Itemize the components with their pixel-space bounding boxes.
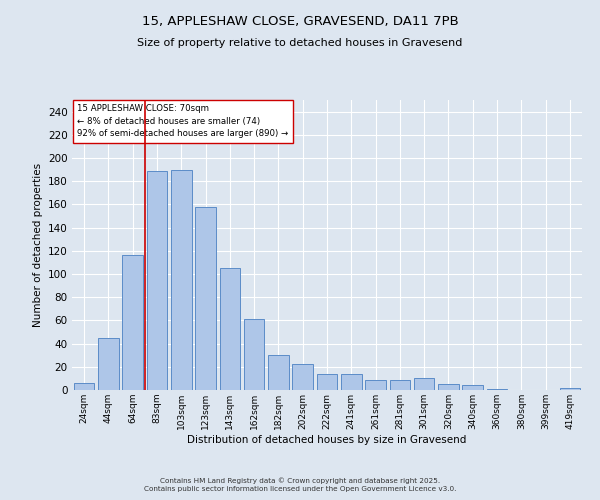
Bar — [74, 383, 94, 390]
Bar — [341, 374, 362, 390]
Bar — [560, 388, 580, 390]
Bar — [292, 364, 313, 390]
Bar — [414, 378, 434, 390]
Text: 15 APPLESHAW CLOSE: 70sqm
← 8% of detached houses are smaller (74)
92% of semi-d: 15 APPLESHAW CLOSE: 70sqm ← 8% of detach… — [77, 104, 289, 138]
X-axis label: Distribution of detached houses by size in Gravesend: Distribution of detached houses by size … — [187, 434, 467, 444]
Bar — [244, 319, 265, 390]
Bar — [171, 170, 191, 390]
Bar — [268, 355, 289, 390]
Bar — [463, 386, 483, 390]
Y-axis label: Number of detached properties: Number of detached properties — [32, 163, 43, 327]
Bar — [146, 171, 167, 390]
Bar — [220, 268, 240, 390]
Bar — [487, 389, 508, 390]
Bar — [438, 384, 459, 390]
Bar — [389, 380, 410, 390]
Bar — [365, 380, 386, 390]
Text: 15, APPLESHAW CLOSE, GRAVESEND, DA11 7PB: 15, APPLESHAW CLOSE, GRAVESEND, DA11 7PB — [142, 15, 458, 28]
Bar — [317, 374, 337, 390]
Bar — [122, 256, 143, 390]
Text: Contains HM Land Registry data © Crown copyright and database right 2025.
Contai: Contains HM Land Registry data © Crown c… — [144, 478, 456, 492]
Bar — [98, 338, 119, 390]
Text: Size of property relative to detached houses in Gravesend: Size of property relative to detached ho… — [137, 38, 463, 48]
Bar — [195, 206, 216, 390]
